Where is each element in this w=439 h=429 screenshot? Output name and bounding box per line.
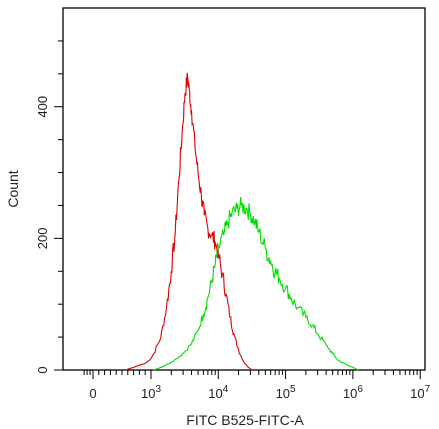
x-tick-label: 104 bbox=[208, 384, 228, 401]
series-line-1 bbox=[125, 72, 253, 371]
x-tick-label: 107 bbox=[410, 384, 430, 401]
y-tick-label: 200 bbox=[35, 228, 50, 250]
y-axis-title: Count bbox=[5, 170, 21, 207]
plot-frame bbox=[62, 7, 426, 371]
y-tick-label: 0 bbox=[35, 366, 50, 373]
x-axis-title: FITC B525-FITC-A bbox=[186, 412, 304, 428]
y-axis: 0 200 400 bbox=[35, 40, 63, 374]
x-axis: 0 103 104 105 106 107 bbox=[83, 370, 431, 401]
x-tick-label: 105 bbox=[276, 384, 296, 401]
x-tick-label: 103 bbox=[141, 384, 161, 401]
x-tick-label: 0 bbox=[89, 386, 96, 401]
series-layer bbox=[125, 72, 359, 371]
series-line-2 bbox=[153, 196, 359, 371]
x-tick-label: 106 bbox=[343, 384, 363, 401]
y-tick-label: 400 bbox=[35, 96, 50, 118]
